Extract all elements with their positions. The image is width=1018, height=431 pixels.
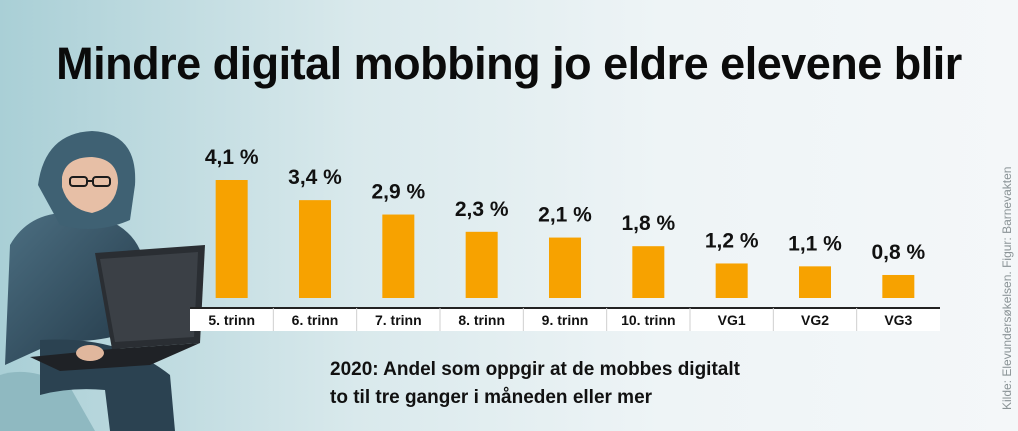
person-with-laptop-image (0, 131, 205, 431)
bar (549, 237, 581, 298)
data-label: 1,1 % (788, 232, 842, 255)
data-label: 2,1 % (538, 204, 592, 227)
bar (882, 274, 915, 298)
bar (215, 180, 248, 298)
category-label: 6. trinn (292, 312, 339, 328)
data-label: 2,9 % (371, 181, 425, 204)
bar (465, 231, 498, 298)
data-label: 2,3 % (455, 198, 509, 221)
value-labels-layer: 4,1 % 3,4 % 2,9 % 2,3 % 2,1 % 1,8 % 1,2 % 1,1 %… (205, 146, 926, 264)
category-label: 7. trinn (375, 312, 422, 328)
subtitle-line-2: to til tre ganger i måneden eller mer (330, 387, 653, 408)
category-label: 10. trinn (621, 312, 675, 328)
bar (382, 214, 415, 298)
category-row-background (190, 308, 940, 331)
category-label: VG1 (718, 312, 746, 328)
category-label: 9. trinn (542, 312, 589, 328)
category-axis: 5. trinn 6. trinn 7. trinn 8. trinn 9. trinn… (190, 307, 940, 331)
data-label: 1,8 % (621, 212, 675, 235)
bar (799, 266, 831, 298)
data-label: 0,8 % (871, 241, 925, 264)
source-credit: Kilde: Elevundersøkelsen. Figur: Barneva… (1000, 166, 1014, 410)
bar (715, 263, 748, 298)
subtitle-line-1: 2020: Andel som oppgir at de mobbes digi… (330, 359, 740, 380)
category-label: 5. trinn (208, 312, 255, 328)
data-label: 3,4 % (288, 166, 342, 189)
data-label: 1,2 % (705, 229, 759, 252)
category-label: VG2 (801, 312, 829, 328)
chart-title: Mindre digital mobbing jo eldre elevene … (56, 38, 962, 89)
bars-layer (215, 180, 915, 298)
bar (299, 200, 331, 298)
data-label: 4,1 % (205, 146, 259, 169)
bar (632, 246, 665, 298)
category-label: 8. trinn (458, 312, 505, 328)
category-label: VG3 (884, 312, 912, 328)
chart-subtitle: 2020: Andel som oppgir at de mobbes digi… (330, 356, 740, 412)
